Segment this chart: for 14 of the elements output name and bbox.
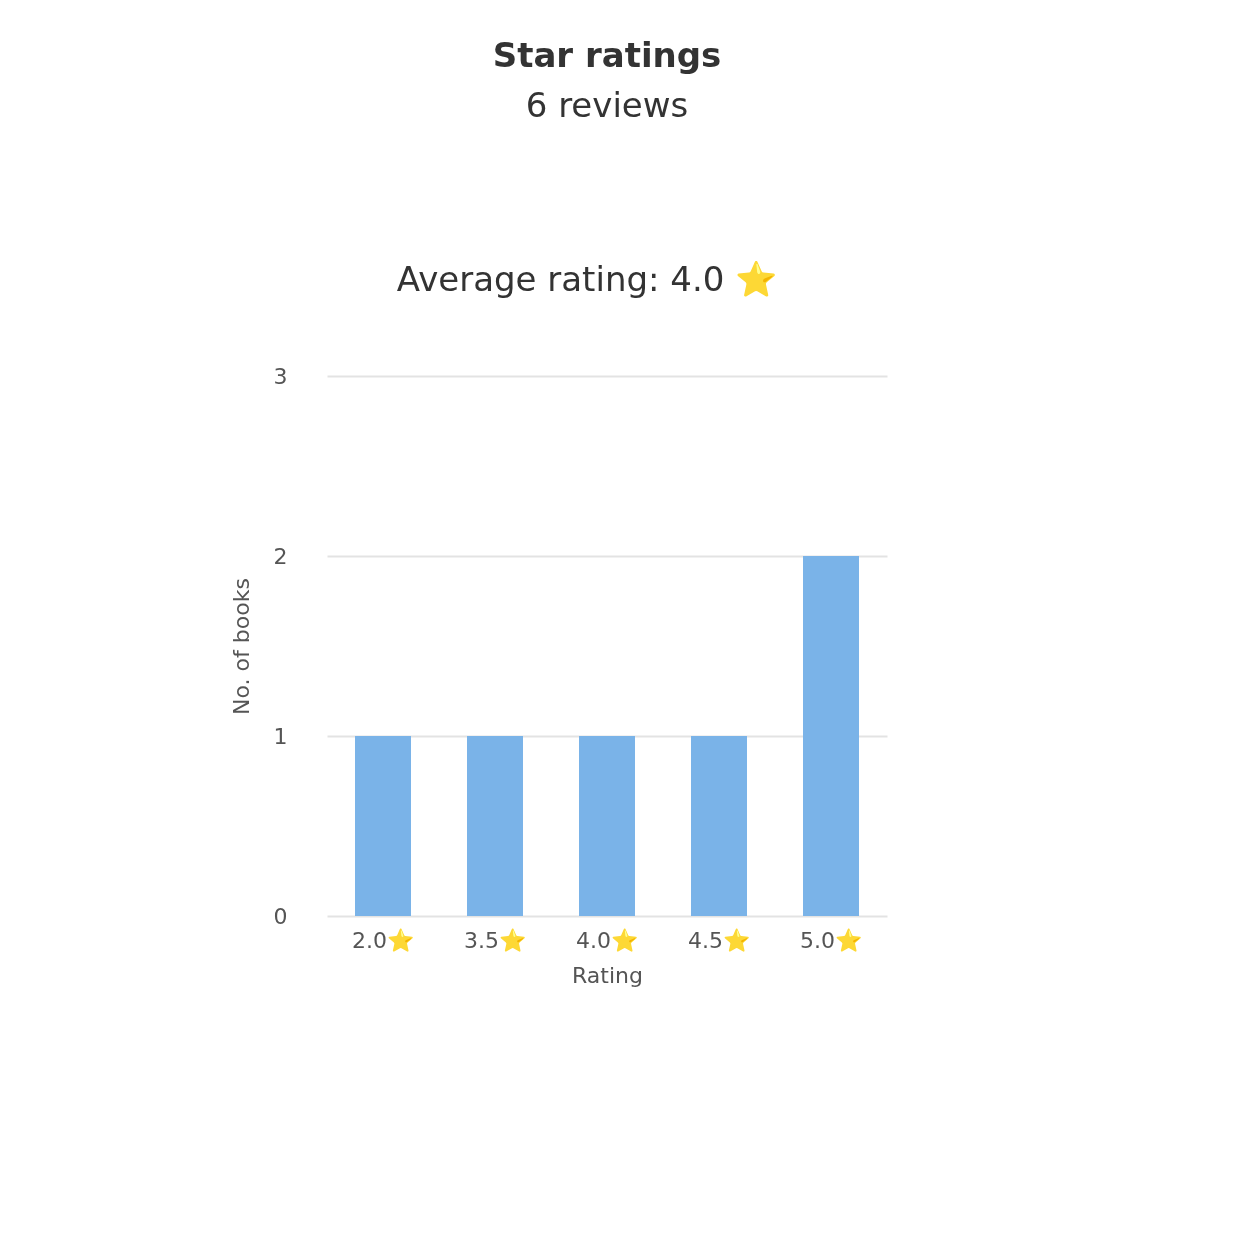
x-tick-label: 5.0⭐ — [800, 927, 862, 953]
chart-title: Star ratings — [492, 35, 722, 75]
y-axis-title: No. of books — [228, 578, 254, 715]
x-tick-label: 4.5⭐ — [688, 927, 750, 953]
text: Average rating: 4.0 ⭐ — [396, 259, 778, 299]
x-tick-label: 3.5⭐ — [464, 927, 526, 953]
x-tick-label: 4.0⭐ — [576, 927, 638, 953]
y-tick-label: 1 — [273, 723, 288, 749]
x-tick-label: 2.0⭐ — [352, 927, 414, 953]
x-axis-title: Rating — [572, 962, 643, 988]
y-tick-label: 3 — [273, 363, 288, 389]
y-tick-label: 0 — [273, 903, 288, 929]
chart-subtitle: 6 reviews — [525, 85, 689, 125]
y-tick-label: 2 — [273, 543, 288, 569]
